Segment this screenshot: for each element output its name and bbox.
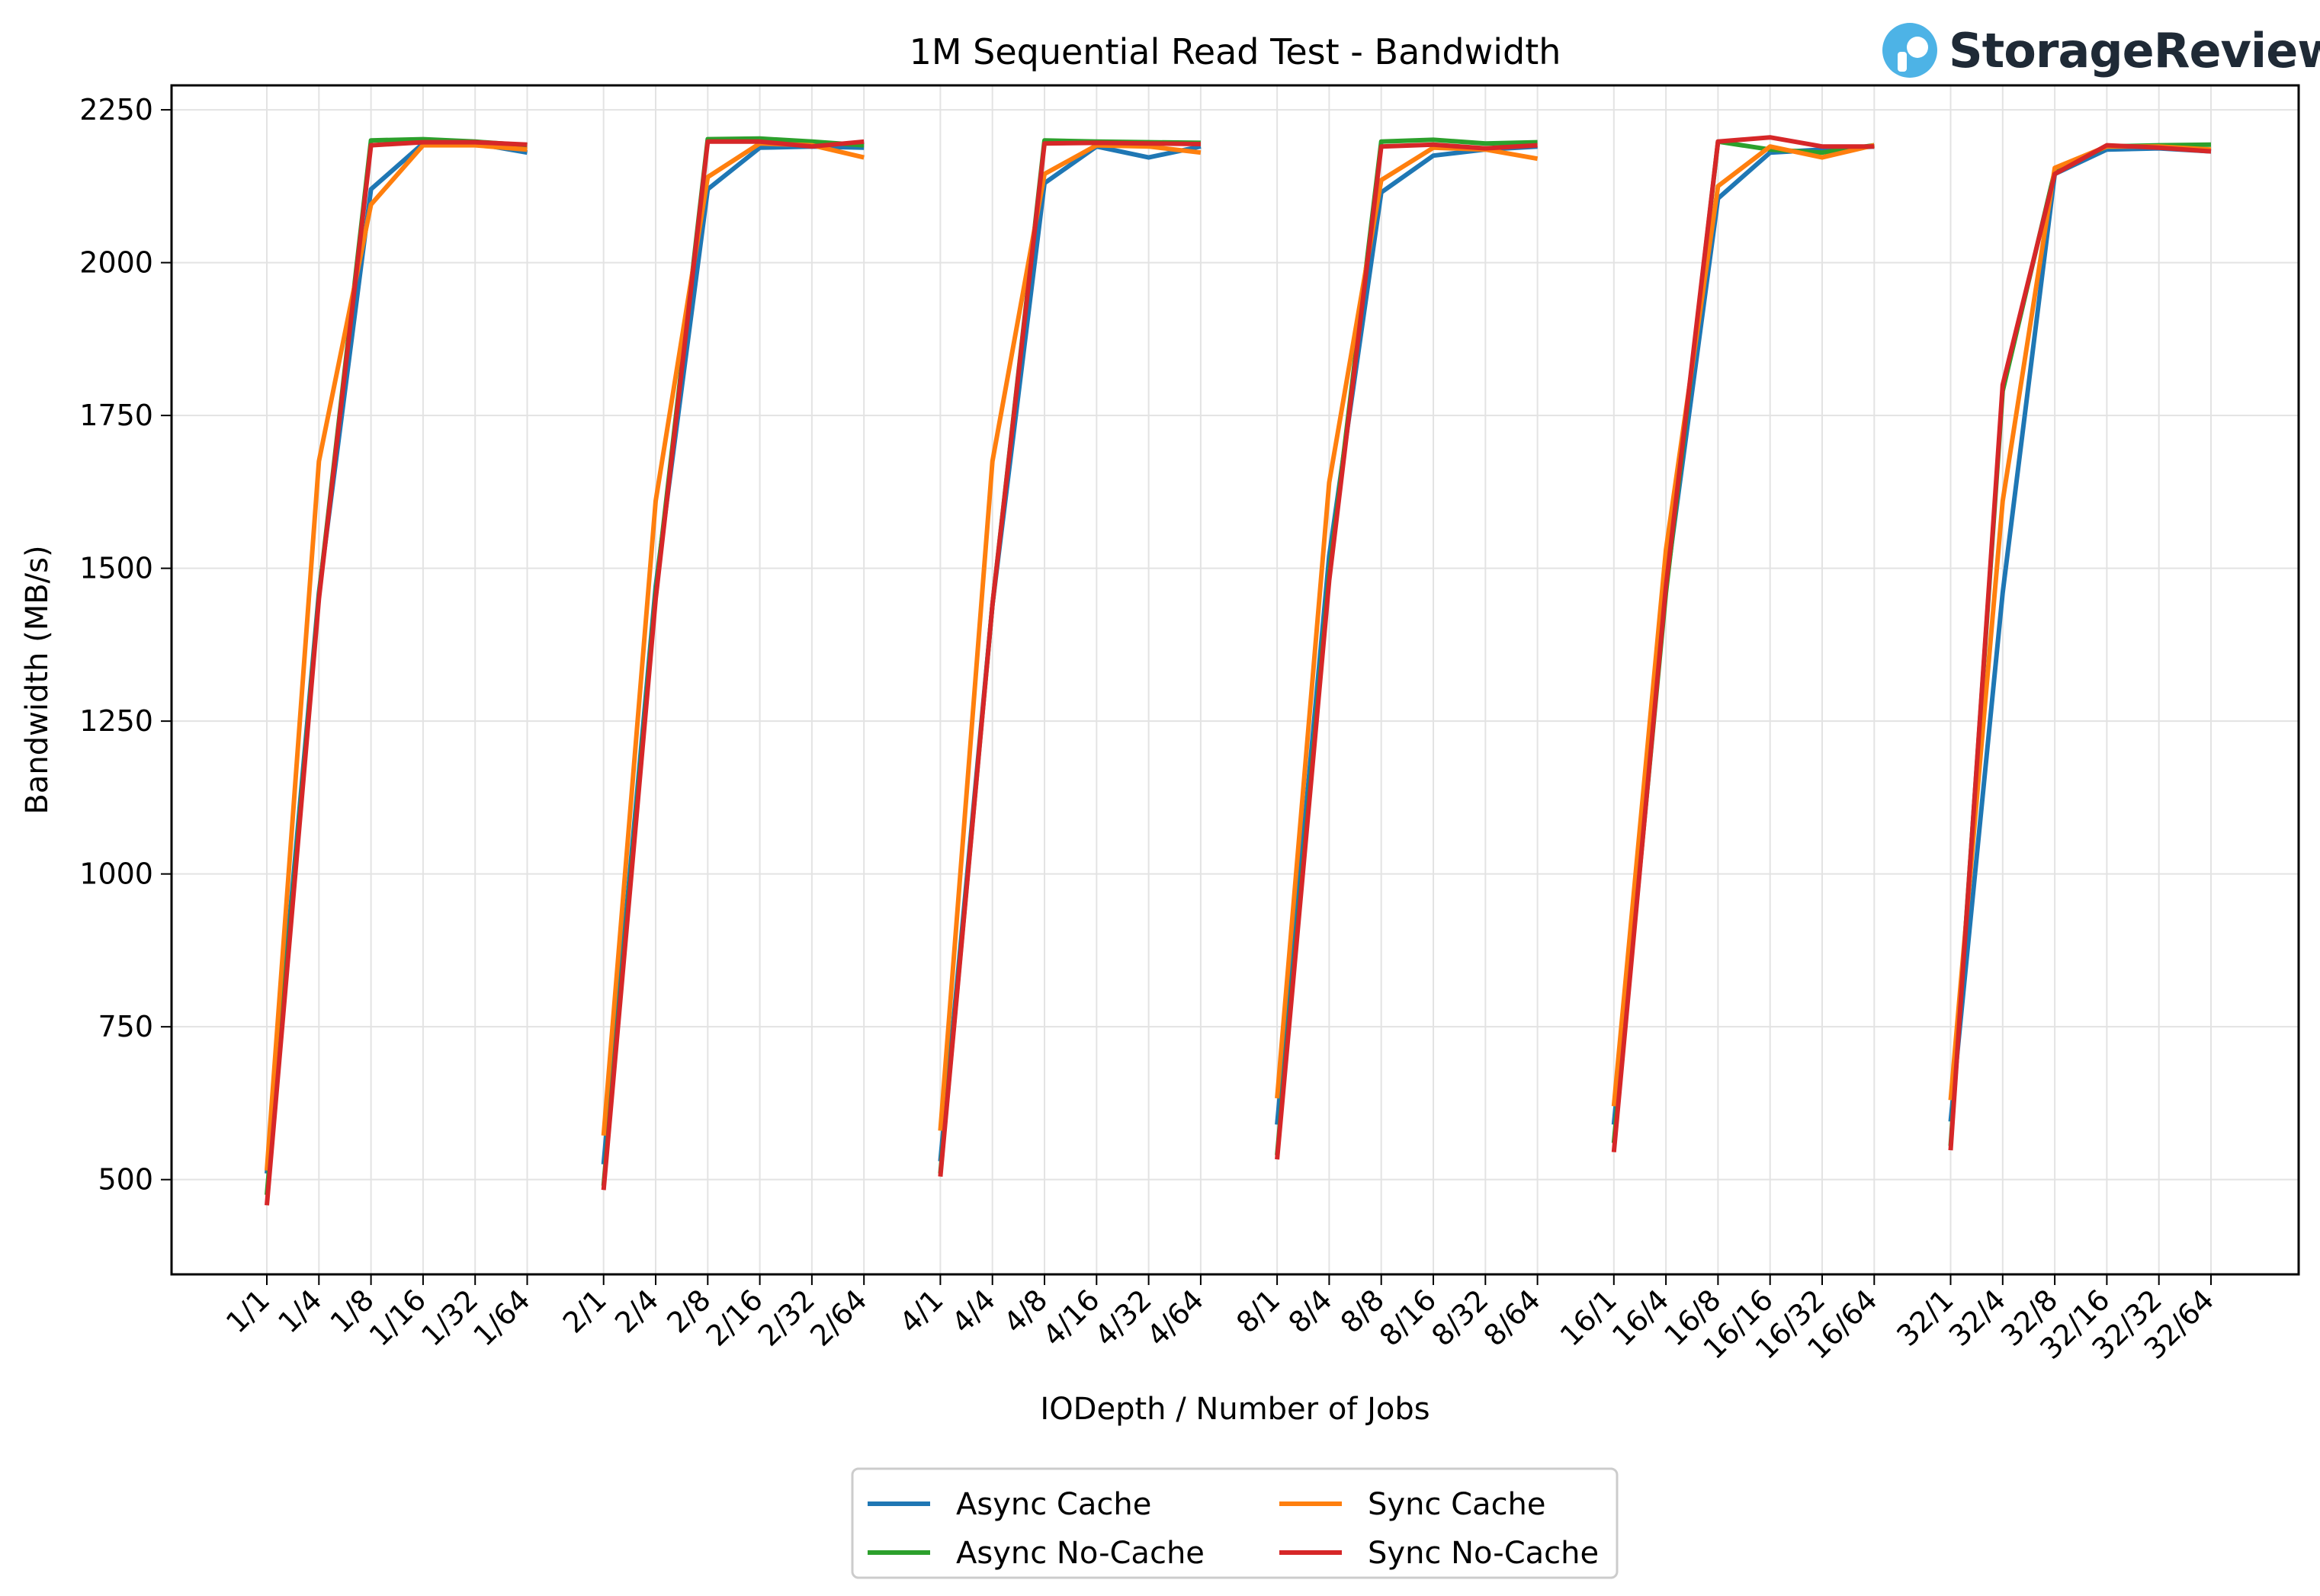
x-tick-label: 8/64: [1478, 1283, 1547, 1352]
series-sync-cache: [265, 141, 2212, 1171]
x-tick-label: 8/32: [1425, 1283, 1494, 1352]
legend-label: Sync No-Cache: [1368, 1536, 1599, 1571]
series-async-cache: [265, 141, 2212, 1174]
x-tick-label: 2/16: [700, 1283, 769, 1352]
x-tick-label: 32/4: [1943, 1283, 2012, 1352]
storagereview-logo-icon: [1882, 23, 1937, 78]
brand-name: StorageReview: [1949, 23, 2320, 79]
legend-label: Async Cache: [956, 1487, 1151, 1522]
x-tick-label: 4/32: [1089, 1283, 1158, 1352]
y-tick-label: 2250: [79, 93, 153, 127]
x-tick-label: 1/16: [363, 1283, 432, 1352]
x-tick-label: 4/4: [945, 1283, 1002, 1339]
x-tick-label: 4/16: [1036, 1283, 1105, 1352]
series-line-segment: [1611, 135, 1875, 1152]
series-line-segment: [265, 139, 528, 1206]
series-line-segment: [601, 141, 865, 1136]
series-line-segment: [1611, 144, 1875, 1125]
brand-logo: StorageReview: [1882, 23, 2320, 79]
y-tick-label: 1500: [79, 552, 153, 585]
x-tick-label: 16/4: [1606, 1283, 1675, 1352]
plot-frame: [170, 84, 2300, 1276]
y-tick-label: 1750: [79, 399, 153, 432]
legend-label: Sync Cache: [1368, 1487, 1546, 1522]
series-line-segment: [1275, 142, 1538, 1160]
series-line-segment: [1948, 144, 2212, 1101]
x-axis: 1/11/41/81/161/321/64 2/12/42/82/162/322/…: [220, 1274, 2220, 1366]
x-tick-label: 32/1: [1890, 1283, 1959, 1352]
x-tick-label: 1/1: [220, 1283, 276, 1339]
series-line-segment: [601, 139, 865, 1191]
series-line-segment: [938, 140, 1201, 1177]
x-tick-label: 4/64: [1141, 1283, 1210, 1352]
series-sync-no-cache: [265, 135, 2212, 1206]
series-line-segment: [938, 143, 1202, 1131]
legend: Async Cache Sync Cache Async No-Cache Sync …: [851, 1467, 1619, 1579]
y-axis: 500 750 1000 1250 1500 1750 2000 2250: [79, 93, 172, 1197]
x-axis-label: IODepth / Number of Jobs: [1040, 1392, 1430, 1427]
series-line-segment: [265, 143, 528, 1171]
series-line-segment: [1611, 139, 1875, 1143]
y-axis-label: Bandwidth (MB/s): [20, 545, 55, 814]
series-async-no-cache: [265, 136, 2212, 1195]
x-tick-label: 8/16: [1373, 1283, 1442, 1352]
x-tick-label: 1/64: [467, 1283, 536, 1352]
x-tick-label: 2/64: [804, 1283, 873, 1352]
chart-title: 1M Sequential Read Test - Bandwidth: [910, 31, 1561, 72]
x-tick-label: 8/4: [1282, 1283, 1338, 1339]
y-tick-label: 1000: [79, 857, 153, 891]
series-line-segment: [1948, 143, 2212, 1151]
y-tick-label: 500: [98, 1163, 153, 1197]
x-tick-label: 1/32: [415, 1283, 484, 1352]
y-tick-label: 1250: [79, 704, 153, 738]
y-tick-label: 750: [98, 1010, 153, 1043]
grid-layer: [172, 85, 2299, 1274]
x-tick-label: 8/1: [1230, 1283, 1286, 1339]
series-line-segment: [1611, 143, 1875, 1107]
legend-frame: [851, 1467, 1619, 1579]
x-tick-label: 2/32: [752, 1283, 821, 1352]
x-tick-label: 2/4: [608, 1283, 665, 1339]
y-tick-label: 2000: [79, 246, 153, 280]
x-tick-label: 16/1: [1554, 1283, 1623, 1352]
x-tick-label: 4/1: [893, 1283, 949, 1339]
series-layer: [265, 135, 2212, 1206]
legend-label: Async No-Cache: [956, 1536, 1205, 1571]
x-tick-label: 2/1: [557, 1283, 613, 1339]
x-tick-label: 1/4: [271, 1283, 328, 1339]
series-line-segment: [1275, 145, 1539, 1099]
